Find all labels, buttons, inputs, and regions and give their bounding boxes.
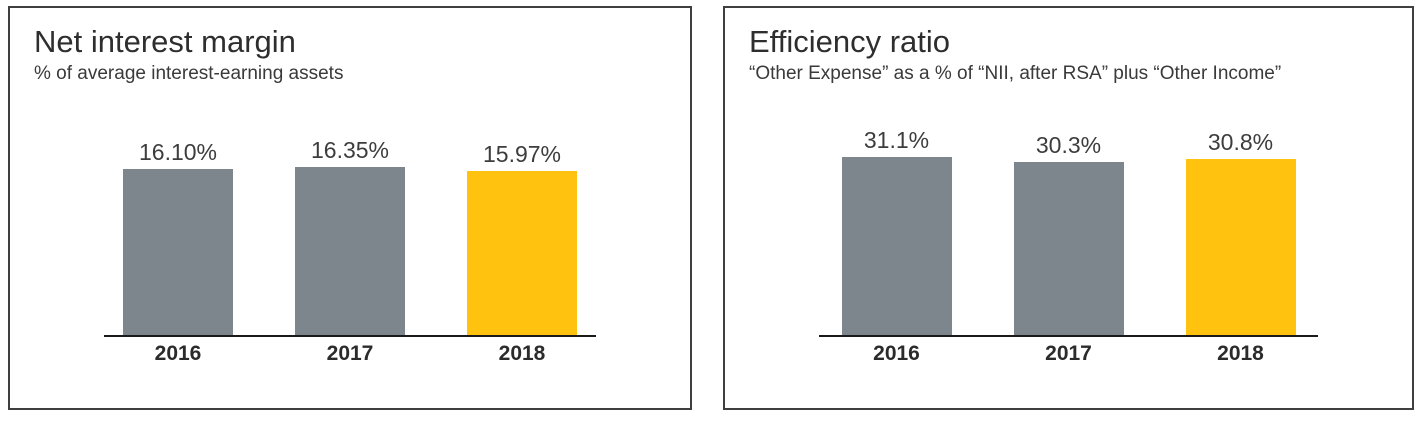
bar-plot: 16.10% 16.35% 15.97% [34,101,666,336]
bar-value-label: 16.10% [138,139,217,166]
bar-value-label: 16.35% [310,137,389,164]
bar-group-2018: 30.8% [1185,129,1296,336]
chart-title: Net interest margin [34,24,296,59]
bar-group-2017: 16.35% [295,137,405,336]
x-axis-line [103,335,597,338]
x-tick-label-2016: 2016 [154,342,202,366]
x-tick-label-2017: 2017 [1045,342,1092,366]
bar-2017 [1013,162,1124,336]
chart-panel-efficiency-ratio: Efficiency ratio “Other Expense” as a % … [723,6,1414,410]
bar-2018 [467,171,577,336]
x-axis-tick-labels: 2016 2017 2018 [749,342,1388,366]
x-axis-tick-labels: 2016 2017 2018 [34,342,666,366]
chart-title: Efficiency ratio [749,24,951,59]
bar-value-label: 31.1% [863,127,930,154]
bar-value-label: 30.8% [1207,129,1274,156]
bar-plot: 31.1% 30.3% 30.8% [749,101,1388,336]
bar-group-2018: 15.97% [467,141,577,336]
bar-group-2017: 30.3% [1013,132,1124,336]
bar-group-2016: 16.10% [123,139,233,336]
x-tick-label-2016: 2016 [873,342,920,366]
bar-value-label: 30.3% [1035,132,1102,159]
x-tick-label-2018: 2018 [1217,342,1264,366]
bar-2018 [1185,159,1296,336]
bar-2016 [841,157,952,336]
bar-2017 [295,167,405,336]
bar-value-label: 15.97% [482,141,561,168]
x-tick-label-2018: 2018 [498,342,546,366]
chart-panel-net-interest-margin: Net interest margin % of average interes… [8,6,692,410]
bar-group-2016: 31.1% [841,127,952,336]
chart-subtitle: “Other Expense” as a % of “NII, after RS… [749,62,1282,84]
x-axis-line [819,335,1318,338]
chart-subtitle: % of average interest-earning assets [34,62,344,84]
x-tick-label-2017: 2017 [326,342,374,366]
bar-2016 [123,169,233,336]
